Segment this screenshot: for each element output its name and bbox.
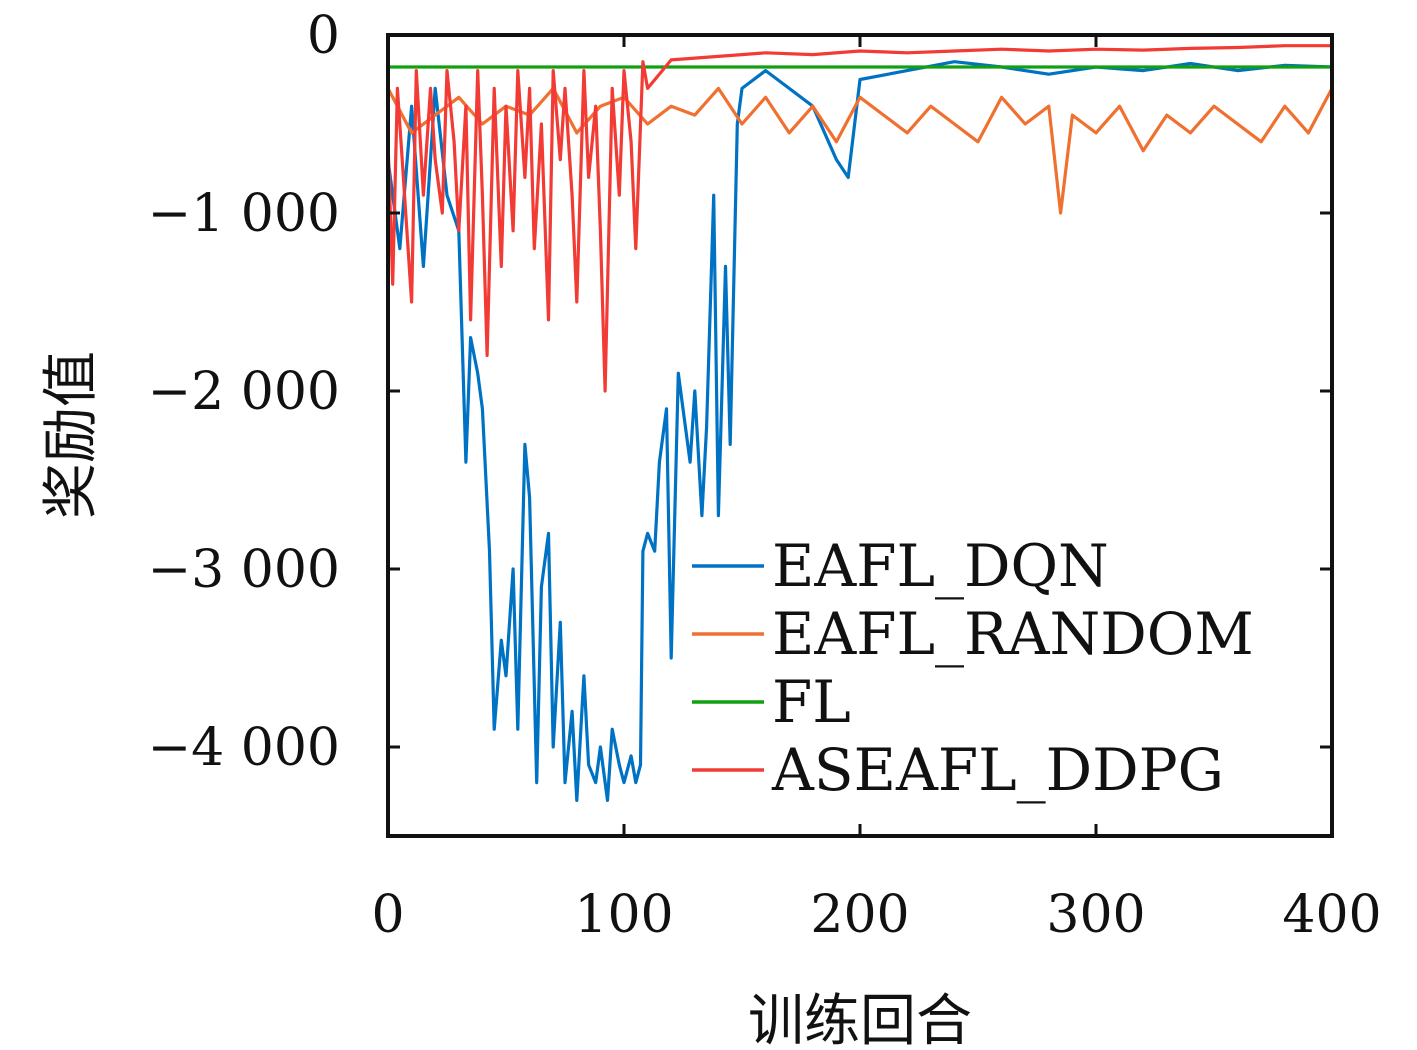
plot-frame xyxy=(386,33,1334,838)
legend-label-0: EAFL_DQN xyxy=(772,532,1109,600)
x-tick-label-4: 400 xyxy=(1282,885,1381,945)
x-axis-title: 训练回合 xyxy=(748,989,972,1050)
y-tick-label-4: −4 000 xyxy=(148,718,340,778)
y-tick-label-3: −3 000 xyxy=(148,540,340,600)
x-tick-label-3: 300 xyxy=(1046,885,1145,945)
legend-label-1: EAFL_RANDOM xyxy=(772,600,1254,668)
y-tick-label-2: −2 000 xyxy=(148,362,340,422)
series-line-3 xyxy=(386,44,1332,393)
series-line-0 xyxy=(386,60,1333,803)
x-tick-label-2: 200 xyxy=(810,885,909,945)
x-tick-label-1: 100 xyxy=(574,885,673,945)
legend-label-3: ASEAFL_DDPG xyxy=(771,736,1224,804)
legend-label-2: FL xyxy=(772,668,851,736)
series-line-1 xyxy=(386,86,1334,215)
ticks-layer: 0 100 200 300 400 0 −1 000 −2 000 −3 000 −4 000 xyxy=(148,6,1382,945)
y-tick-label-0: 0 xyxy=(307,6,340,66)
series-layer xyxy=(386,44,1334,803)
y-axis-title: 奖励值 xyxy=(39,351,104,519)
x-tick-label-0: 0 xyxy=(371,885,404,945)
y-tick-label-1: −1 000 xyxy=(148,184,340,244)
